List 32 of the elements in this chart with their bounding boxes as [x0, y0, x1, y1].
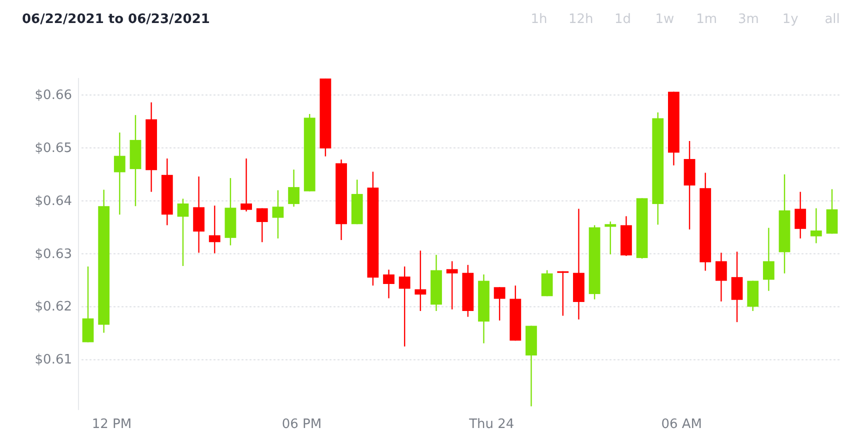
candlestick — [208, 205, 220, 254]
candlestick — [731, 251, 743, 323]
candlestick — [715, 252, 727, 302]
y-tick-label: $0.61 — [34, 352, 72, 368]
y-tick-label: $0.63 — [34, 246, 72, 262]
candlestick — [240, 158, 252, 212]
candlestick — [414, 250, 426, 312]
candlestick — [398, 266, 410, 348]
y-tick-label: $0.66 — [34, 88, 72, 103]
candlestick — [604, 220, 616, 255]
y-tick-label: $0.64 — [34, 194, 72, 209]
y-tick-label: $0.62 — [34, 300, 72, 315]
candlestick — [810, 208, 822, 244]
x-tick-label: Thu 24 — [468, 417, 514, 432]
candlestick — [557, 270, 569, 316]
candlestick — [288, 169, 300, 208]
candlestick — [177, 198, 189, 267]
candlestick — [256, 208, 268, 243]
candlestick — [762, 227, 774, 292]
candlestick — [114, 132, 126, 216]
candlestick — [541, 270, 553, 297]
candlestick — [794, 191, 806, 240]
candlestick — [446, 260, 458, 310]
candlestick — [82, 266, 94, 343]
candlestick — [272, 190, 284, 240]
candlestick — [494, 286, 506, 322]
y-tick-label: $0.65 — [34, 140, 72, 156]
x-tick-label: 12 PM — [92, 417, 132, 432]
candlestick — [383, 269, 394, 299]
x-tick-label: 06 PM — [282, 417, 322, 432]
x-tick-label: 06 AM — [661, 417, 702, 432]
chart-title: 06/22/2021 to 06/23/2021 — [22, 12, 210, 27]
